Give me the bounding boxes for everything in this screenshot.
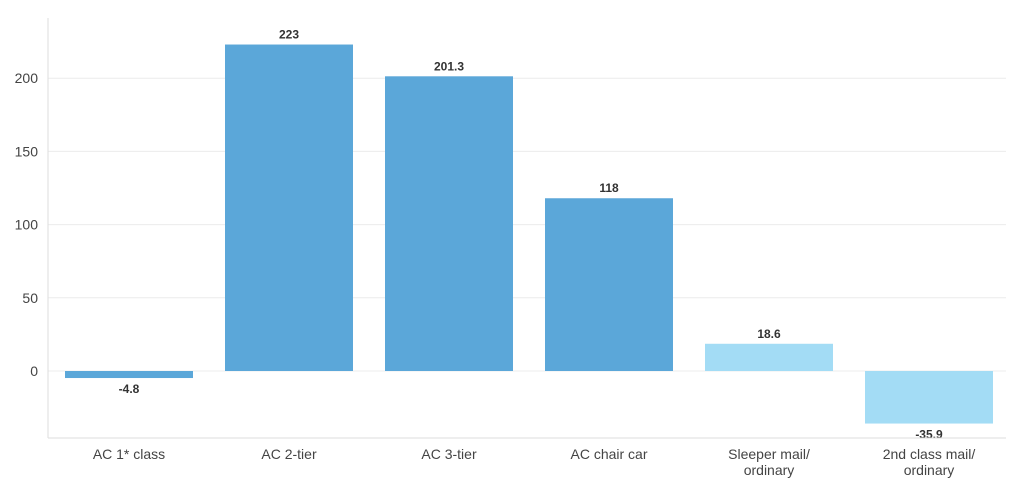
- data-label: 223: [279, 28, 299, 42]
- x-tick-label-line: Sleeper mail/: [728, 446, 810, 462]
- x-tick-label: 2nd class mail/ordinary: [883, 446, 976, 478]
- data-label: 118: [599, 181, 619, 195]
- bar-5[interactable]: [865, 371, 993, 424]
- x-tick-label-line: ordinary: [904, 462, 955, 478]
- bar-layer: [65, 44, 993, 424]
- y-tick-label: 100: [15, 217, 39, 233]
- data-label: -35.9: [915, 428, 943, 442]
- bar-1[interactable]: [225, 44, 353, 371]
- grid-layer: [48, 77, 1006, 372]
- x-tick-label: AC 2-tier: [261, 446, 317, 462]
- bar-2[interactable]: [385, 76, 513, 371]
- y-tick-label: 0: [30, 363, 38, 379]
- data-label: -4.8: [119, 382, 140, 396]
- bar-3[interactable]: [545, 198, 673, 371]
- x-tick-label-line: AC 1* class: [93, 446, 165, 462]
- x-tick-label-line: AC 3-tier: [421, 446, 477, 462]
- data-label: 18.6: [757, 327, 781, 341]
- x-tick-label-line: AC 2-tier: [261, 446, 317, 462]
- x-tick-label: AC 3-tier: [421, 446, 477, 462]
- x-tick-label: Sleeper mail/ordinary: [728, 446, 810, 478]
- data-label: 201.3: [434, 59, 464, 73]
- y-tick-label: 50: [22, 290, 38, 306]
- label-layer: 0 50 100 150 200 -4.8 AC 1* class 223 AC 2-tier 2…: [15, 28, 976, 478]
- x-tick-label-line: 2nd class mail/: [883, 446, 976, 462]
- x-tick-label: AC chair car: [570, 446, 647, 462]
- y-tick-label: 150: [15, 143, 39, 159]
- bar-0[interactable]: [65, 371, 193, 379]
- x-tick-label-line: AC chair car: [570, 446, 647, 462]
- x-tick-label: AC 1* class: [93, 446, 165, 462]
- x-tick-label-line: ordinary: [744, 462, 795, 478]
- bar-4[interactable]: [705, 343, 833, 371]
- y-tick-label: 200: [15, 70, 39, 86]
